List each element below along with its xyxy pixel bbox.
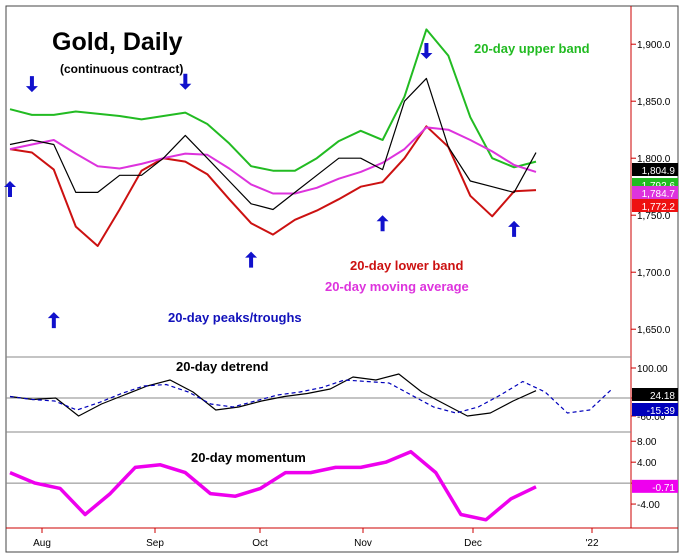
last-value-badge [632,403,678,416]
y-tick-label: 8.00 [637,437,657,448]
x-tick-label: '22 [585,538,598,549]
20-day-moving-average-line [9,126,537,195]
y-tick-label: 1,850.0 [637,97,671,108]
y-tick-label: 1,900.0 [637,40,671,51]
last-value-badge [632,388,678,401]
last-value-label: 1,784.7 [642,189,676,200]
momentum-panel: 8.00 4.00 -4.00 -0.71 [6,437,678,522]
moving-average-label: 20-day moving average [325,279,469,294]
detrend-panel: 100.00 -60.00 24.18 -15.39 [6,364,678,423]
trough-peak-down-arrow [420,43,433,60]
y-tick-label: 4.00 [637,458,657,469]
trough-up-arrow [376,215,389,232]
y-tick-label: -60.00 [637,412,666,423]
x-tick-label: Aug [33,538,51,549]
detrend-line [9,373,537,417]
last-value-badge [632,163,678,176]
projection-line [9,379,613,414]
y-tick-label: 1,800.0 [637,154,671,165]
last-value-badge [632,199,678,212]
y-tick-label: 1,750.0 [637,211,671,222]
peaks-troughs-label: 20-day peaks/troughs [168,310,302,325]
momentum-label: 20-day momentum [191,450,306,465]
20-day-upper-band-line [9,28,537,172]
upper-band-label: 20-day upper band [474,41,590,56]
x-tick-label: Nov [354,538,372,549]
20-day-momentum-line [9,449,537,522]
x-tick-label: Dec [464,538,482,549]
y-tick-label: -4.00 [637,500,660,511]
lower-band-label: 20-day lower band [350,258,463,273]
y-tick-label: 1,700.0 [637,268,671,279]
trough-peak-down-arrow [25,76,38,93]
y-tick-label: 100.00 [637,364,668,375]
last-value-badge [632,479,678,493]
time-axis: Aug Sep Oct Nov Dec '22 [33,528,599,549]
last-value-label: 24.18 [650,391,675,402]
last-value-badge [632,186,678,199]
chart-title: Gold, Daily [52,28,183,56]
x-tick-label: Oct [252,538,268,549]
trough-peak-down-arrow [179,73,192,90]
chart-subtitle: (continuous contract) [60,62,183,76]
last-value-label: -0.71 [652,483,675,494]
price-panel: 1,650.0 1,700.0 1,750.0 1,800.0 1,850.0 1,900… [4,28,678,336]
last-value-label: 1,772.2 [642,202,676,213]
chart-frame [5,5,679,553]
detrend-label: 20-day detrend [176,359,269,374]
last-value-label: -15.39 [647,406,676,417]
gold-close-line [9,77,537,211]
last-value-label: 1,804.9 [642,166,676,177]
trough-up-arrow [245,251,258,268]
x-tick-label: Sep [146,538,164,549]
trough-up-arrow [47,312,60,329]
20-day-lower-band-line [9,125,537,247]
y-tick-label: 1,650.0 [637,325,671,336]
trough-up-arrow [4,181,16,197]
trough-up-arrow [508,220,521,237]
